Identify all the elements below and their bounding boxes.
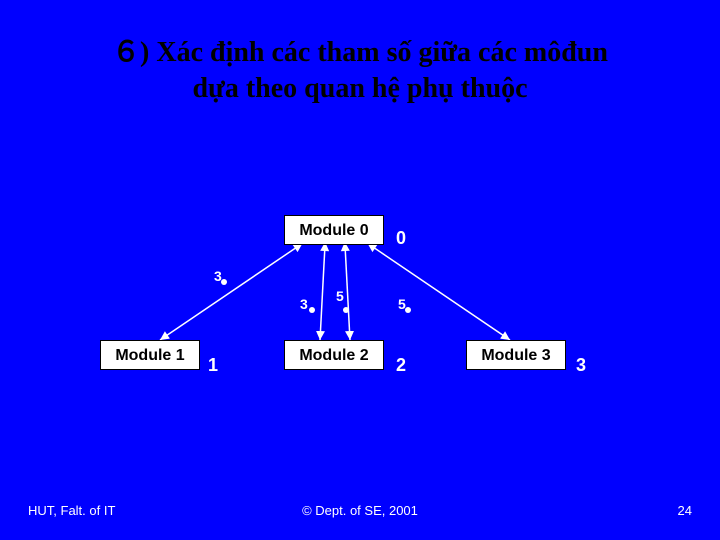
module-2-label: Module 2 — [299, 347, 368, 364]
footer-center: © Dept. of SE, 2001 — [0, 503, 720, 518]
module-0-box: Module 0 — [284, 215, 384, 245]
module-1-label: Module 1 — [115, 347, 184, 364]
edge-label-3: 5 — [336, 288, 344, 304]
module-1-box: Module 1 — [100, 340, 200, 370]
node-label-3: 3 — [576, 355, 586, 376]
edge-label-4: 5 — [398, 296, 406, 312]
node-label-1: 1 — [208, 355, 218, 376]
node-label-0: 0 — [396, 228, 406, 249]
edge-label-2: 3 — [300, 296, 308, 312]
footer-right: 24 — [678, 503, 692, 518]
module-3-label: Module 3 — [481, 347, 550, 364]
module-2-box: Module 2 — [284, 340, 384, 370]
module-0-label: Module 0 — [299, 222, 368, 239]
title-line-2: dựa theo quan hệ phụ thuộc — [192, 73, 527, 104]
module-3-box: Module 3 — [466, 340, 566, 370]
node-label-2: 2 — [396, 355, 406, 376]
edge-label-1: 3 — [214, 268, 222, 284]
title-line-1: ６) Xác định các tham số giữa các môđun — [112, 37, 608, 68]
page-title: ６) Xác định các tham số giữa các môđun d… — [0, 35, 720, 108]
